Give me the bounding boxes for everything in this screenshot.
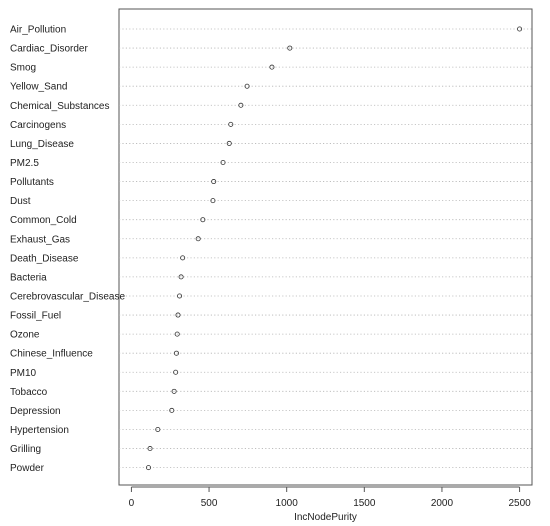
category-label: Exhaust_Gas xyxy=(10,234,70,245)
data-point xyxy=(238,102,244,108)
data-point xyxy=(178,274,184,280)
category-label: Ozone xyxy=(10,330,40,341)
category-label: Dust xyxy=(10,196,31,207)
data-point xyxy=(226,140,232,146)
data-point xyxy=(228,121,234,127)
category-label: PM10 xyxy=(10,368,37,379)
data-point xyxy=(177,293,183,299)
gridlines xyxy=(119,28,532,469)
data-point xyxy=(174,331,180,337)
category-label: PM2.5 xyxy=(10,158,39,169)
data-point xyxy=(145,465,151,471)
data-point xyxy=(244,83,250,89)
category-label: Tobacco xyxy=(10,387,48,398)
data-points xyxy=(145,26,523,471)
x-tick-label: 1500 xyxy=(353,498,376,509)
category-label: Death_Disease xyxy=(10,253,79,264)
category-label: Smog xyxy=(10,63,36,74)
data-point xyxy=(175,312,181,318)
category-label: Pollutants xyxy=(10,177,54,188)
data-point xyxy=(155,426,161,432)
x-tick-label: 500 xyxy=(201,498,218,509)
data-point xyxy=(269,64,275,70)
category-label: Grilling xyxy=(10,444,41,455)
data-point xyxy=(200,217,206,223)
x-tick-label: 0 xyxy=(129,498,135,509)
category-label: Fossil_Fuel xyxy=(10,311,61,322)
category-label: Depression xyxy=(10,406,61,417)
data-point xyxy=(147,446,153,452)
category-label: Chemical_Substances xyxy=(10,101,110,112)
data-point xyxy=(169,407,175,413)
category-labels: Air_Pollution Cardiac_Disorder Smog Yellow_… xyxy=(10,25,125,475)
x-tick-label: 1000 xyxy=(276,498,299,509)
data-point xyxy=(180,255,186,261)
category-label: Cerebrovascular_Disease xyxy=(10,291,125,302)
data-point xyxy=(171,388,177,394)
data-point xyxy=(195,236,201,242)
data-point xyxy=(287,45,293,51)
category-label: Chinese_Influence xyxy=(10,349,93,360)
x-axis: 0 500 1000 1500 2000 2500 xyxy=(129,486,531,509)
category-label: Powder xyxy=(10,463,45,474)
plot-frame xyxy=(118,8,533,486)
x-axis-label: IncNodePurity xyxy=(294,512,357,523)
category-label: Cardiac_Disorder xyxy=(10,44,88,55)
data-point xyxy=(210,198,216,204)
data-point xyxy=(211,179,217,185)
category-label: Common_Cold xyxy=(10,215,77,226)
category-label: Air_Pollution xyxy=(10,25,66,36)
data-point xyxy=(173,369,179,375)
category-label: Yellow_Sand xyxy=(10,82,67,93)
category-label: Bacteria xyxy=(10,272,47,283)
x-tick-label: 2500 xyxy=(508,498,531,509)
data-point xyxy=(517,26,523,32)
data-point xyxy=(173,350,179,356)
x-tick-label: 2000 xyxy=(431,498,454,509)
category-label: Lung_Disease xyxy=(10,139,74,150)
category-label: Carcinogens xyxy=(10,120,66,131)
category-label: Hypertension xyxy=(10,425,69,436)
data-point xyxy=(220,159,226,165)
